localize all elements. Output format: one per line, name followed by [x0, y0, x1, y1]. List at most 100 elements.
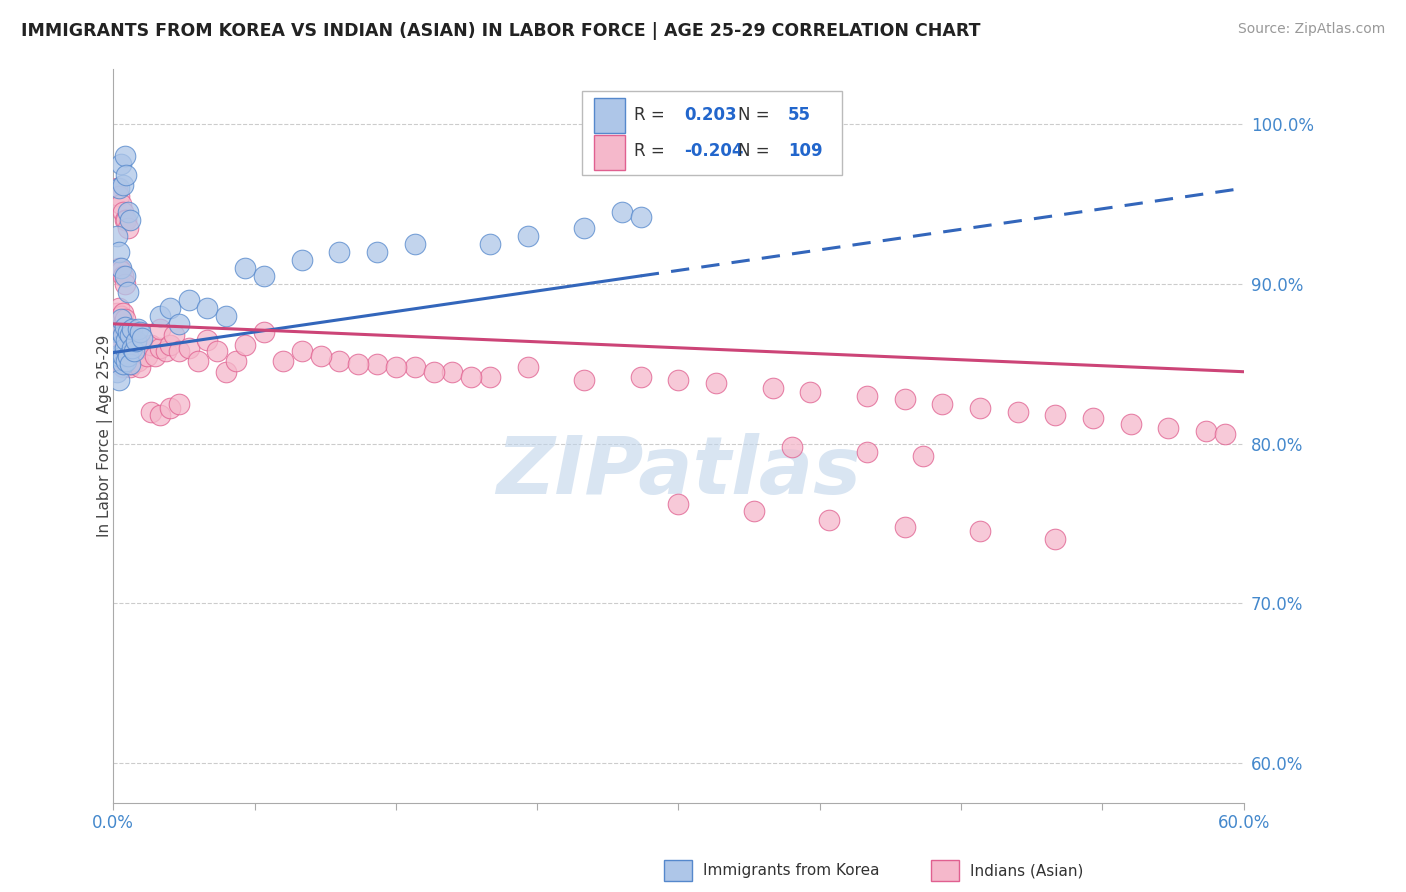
Point	[104, 312, 127, 326]
Point	[1157, 420, 1180, 434]
Point	[742, 503, 765, 517]
Point	[205, 343, 228, 358]
Point	[120, 359, 142, 374]
Point	[139, 404, 162, 418]
Point	[1119, 417, 1142, 432]
Text: Source: ZipAtlas.com: Source: ZipAtlas.com	[1237, 22, 1385, 37]
Point	[149, 408, 172, 422]
Point	[114, 341, 136, 355]
Point	[114, 149, 136, 163]
Point	[404, 237, 426, 252]
Point	[115, 169, 138, 183]
Point	[104, 328, 127, 343]
Point	[104, 349, 127, 363]
Point	[516, 229, 538, 244]
Point	[143, 349, 166, 363]
Point	[114, 312, 136, 326]
Point	[271, 353, 294, 368]
Point	[780, 440, 803, 454]
Point	[159, 301, 181, 315]
Point	[111, 357, 134, 371]
Point	[177, 341, 200, 355]
Text: 109: 109	[789, 143, 823, 161]
Point	[366, 245, 388, 260]
Point	[1007, 404, 1029, 418]
Point	[115, 213, 138, 227]
Point	[893, 519, 915, 533]
FancyBboxPatch shape	[593, 135, 626, 169]
Point	[856, 444, 879, 458]
Point	[131, 331, 153, 345]
Point	[120, 213, 142, 227]
Point	[1045, 533, 1067, 547]
Point	[328, 245, 350, 260]
Point	[114, 277, 136, 291]
Point	[105, 365, 128, 379]
Point	[120, 328, 142, 343]
Point	[385, 359, 408, 374]
Point	[108, 331, 131, 345]
Point	[110, 260, 132, 275]
Point	[105, 181, 128, 195]
Point	[114, 341, 136, 355]
Point	[128, 359, 150, 374]
Point	[131, 337, 153, 351]
Text: -0.204: -0.204	[685, 143, 744, 161]
Point	[111, 268, 134, 283]
Point	[115, 353, 138, 368]
Point	[114, 353, 136, 368]
Point	[110, 157, 132, 171]
Point	[422, 365, 444, 379]
Point	[115, 333, 138, 347]
Point	[253, 325, 276, 339]
Point	[111, 328, 134, 343]
Point	[404, 359, 426, 374]
Point	[111, 343, 134, 358]
Point	[110, 197, 132, 211]
Point	[253, 268, 276, 283]
Point	[108, 315, 131, 329]
Point	[111, 359, 134, 374]
Point	[668, 373, 690, 387]
Point	[115, 357, 138, 371]
Point	[108, 181, 131, 195]
Point	[121, 341, 143, 355]
Point	[328, 353, 350, 368]
Point	[366, 357, 388, 371]
Point	[309, 349, 332, 363]
Point	[516, 359, 538, 374]
Point	[127, 321, 149, 335]
Point	[1081, 411, 1104, 425]
Point	[479, 237, 502, 252]
Point	[225, 353, 247, 368]
Point	[139, 337, 162, 351]
Point	[110, 321, 132, 335]
Point	[105, 325, 128, 339]
Point	[136, 349, 159, 363]
Point	[117, 285, 139, 299]
Text: Indians (Asian): Indians (Asian)	[970, 863, 1084, 878]
Point	[630, 210, 652, 224]
Text: 55: 55	[789, 106, 811, 124]
Point	[117, 205, 139, 219]
Point	[856, 389, 879, 403]
Point	[117, 353, 139, 368]
Point	[912, 450, 935, 464]
Point	[630, 369, 652, 384]
Point	[197, 333, 219, 347]
Point	[111, 317, 134, 331]
Text: IMMIGRANTS FROM KOREA VS INDIAN (ASIAN) IN LABOR FORCE | AGE 25-29 CORRELATION C: IMMIGRANTS FROM KOREA VS INDIAN (ASIAN) …	[21, 22, 980, 40]
Point	[159, 337, 181, 351]
Point	[668, 497, 690, 511]
FancyBboxPatch shape	[593, 98, 626, 133]
Point	[105, 229, 128, 244]
Point	[117, 341, 139, 355]
Point	[574, 221, 596, 235]
Point	[110, 337, 132, 351]
Point	[1045, 408, 1067, 422]
Point	[120, 357, 142, 371]
Point	[108, 189, 131, 203]
Point	[479, 369, 502, 384]
Point	[291, 252, 314, 267]
Point	[149, 321, 172, 335]
